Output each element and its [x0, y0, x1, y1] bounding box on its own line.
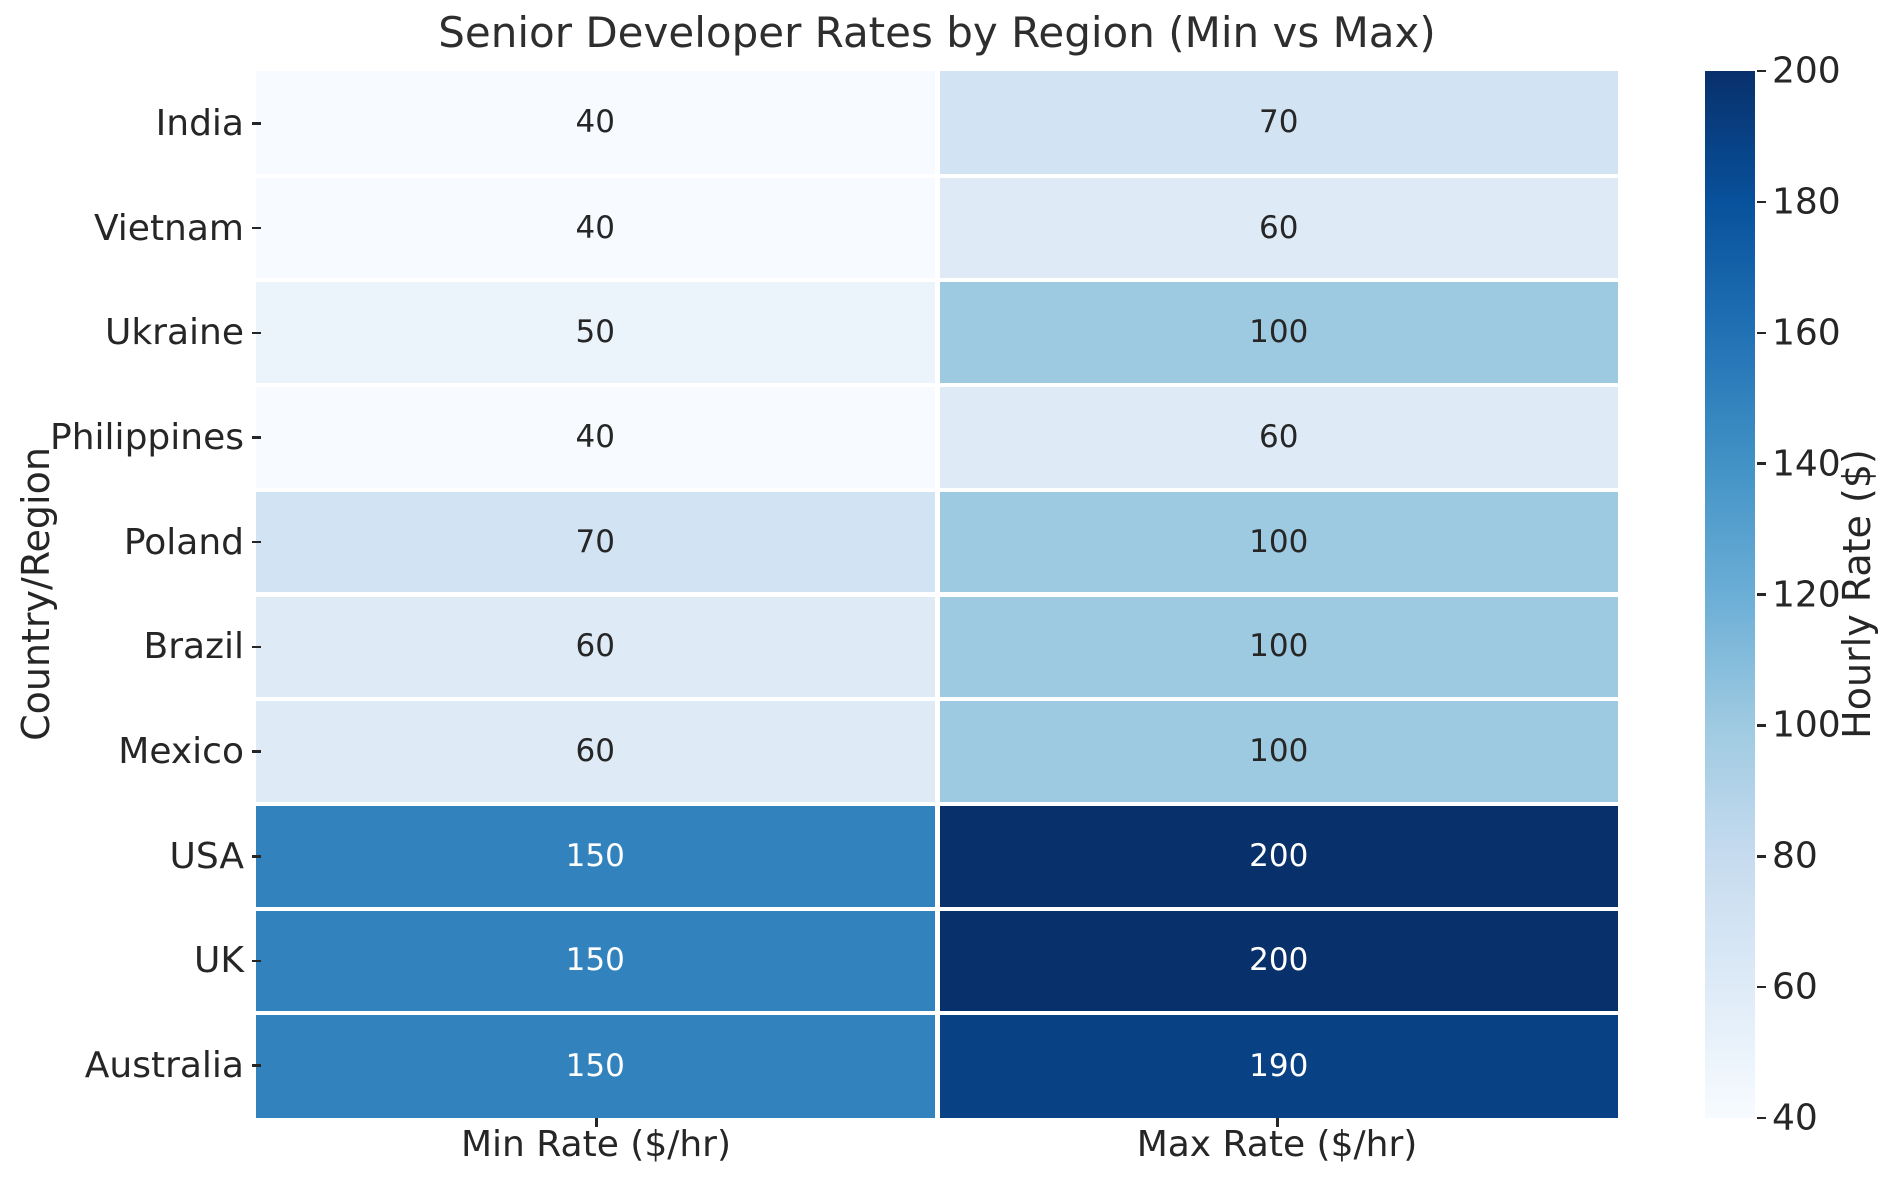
- heatmap-cell: 60: [256, 701, 935, 802]
- colorbar-tick-label: 60: [1772, 966, 1818, 1008]
- y-tick-label: India: [155, 102, 244, 144]
- colorbar-tick-mark: [1757, 855, 1766, 858]
- cell-value: 60: [1259, 418, 1299, 455]
- y-tick-label: Ukraine: [104, 312, 244, 354]
- y-tick-mark: [252, 436, 261, 439]
- cell-value: 150: [565, 837, 625, 874]
- x-tick-mark-max: [1276, 1118, 1279, 1127]
- colorbar-tick-label: 40: [1772, 1097, 1818, 1139]
- heatmap-cell: 60: [939, 387, 1618, 488]
- cell-value: 40: [575, 209, 615, 246]
- colorbar-tick-mark: [1757, 724, 1766, 727]
- x-tick-label-min: Min Rate ($/hr): [460, 1124, 732, 1165]
- colorbar-tick-mark: [1757, 593, 1766, 596]
- y-tick-label: Poland: [123, 521, 244, 563]
- heatmap-cell: 100: [939, 701, 1618, 802]
- heatmap-cell: 100: [939, 491, 1618, 593]
- y-tick-label: UK: [194, 940, 244, 982]
- y-tick-mark: [252, 540, 261, 544]
- cell-value: 50: [575, 314, 615, 351]
- y-tick-label: Philippines: [50, 416, 244, 458]
- colorbar-tick-label: 200: [1772, 50, 1841, 92]
- heatmap-cell: 100: [939, 596, 1618, 698]
- heatmap-cell: 40: [256, 177, 935, 279]
- y-tick-mark: [252, 750, 261, 753]
- colorbar-tick-label: 80: [1772, 835, 1818, 877]
- cell-value: 70: [1259, 103, 1299, 140]
- colorbar-tick-label: 100: [1772, 704, 1841, 746]
- colorbar-tick-label: 180: [1772, 181, 1841, 223]
- y-tick-mark: [252, 1064, 261, 1067]
- colorbar-tick-mark: [1757, 69, 1766, 73]
- cell-value: 70: [575, 523, 615, 560]
- y-tick-mark: [252, 645, 261, 649]
- cell-value: 100: [1249, 733, 1309, 770]
- heatmap-cell: 150: [256, 805, 935, 907]
- cell-value: 190: [1249, 1048, 1309, 1085]
- cell-value: 100: [1249, 314, 1309, 351]
- y-tick-mark: [252, 331, 261, 334]
- heatmap-cell: 150: [256, 910, 935, 1012]
- heatmap-cell: 60: [939, 177, 1618, 279]
- cell-value: 40: [575, 418, 615, 455]
- cell-value: 60: [575, 628, 615, 665]
- colorbar-tick-mark: [1757, 985, 1766, 989]
- y-tick-label: USA: [169, 835, 245, 877]
- colorbar-tick-mark: [1757, 331, 1766, 334]
- cell-value: 150: [565, 1048, 625, 1085]
- y-tick-mark: [252, 855, 261, 858]
- heatmap-cell: 60: [256, 596, 935, 698]
- y-tick-label: Vietnam: [93, 207, 244, 249]
- colorbar-tick-mark: [1757, 1116, 1766, 1120]
- cell-value: 60: [575, 733, 615, 770]
- heatmap-cell: 200: [939, 910, 1618, 1012]
- y-tick-label: Australia: [84, 1045, 244, 1087]
- heatmap-cell: 40: [256, 387, 935, 488]
- heatmap-cell: 70: [939, 71, 1618, 174]
- x-tick-mark-min: [595, 1118, 598, 1127]
- cell-value: 150: [565, 942, 625, 979]
- heatmap-cell: 200: [939, 805, 1618, 907]
- heatmap-cell: 150: [256, 1015, 935, 1118]
- cell-value: 100: [1249, 628, 1309, 665]
- colorbar-tick-mark: [1757, 200, 1766, 204]
- colorbar-tick-mark: [1757, 462, 1766, 465]
- x-tick-label-max: Max Rate ($/hr): [1136, 1124, 1418, 1165]
- colorbar-label: Hourly Rate ($): [1835, 449, 1879, 739]
- y-tick-label: Mexico: [118, 731, 244, 773]
- colorbar-tick-label: 160: [1772, 312, 1841, 354]
- cell-value: 100: [1249, 523, 1309, 560]
- colorbar-gradient: [1705, 71, 1755, 1118]
- y-tick-mark: [252, 122, 261, 125]
- heatmap-cell: 50: [256, 282, 935, 384]
- cell-value: 200: [1249, 942, 1309, 979]
- heatmap-cell: 40: [256, 71, 935, 174]
- y-tick-mark: [252, 226, 261, 230]
- colorbar-tick-label: 120: [1772, 574, 1841, 615]
- y-tick-mark: [252, 959, 261, 963]
- heatmap-cell: 70: [256, 491, 935, 593]
- heatmap-cell: 100: [939, 282, 1618, 384]
- colorbar-tick-label: 140: [1772, 443, 1841, 485]
- heatmap-cell: 190: [939, 1015, 1618, 1118]
- y-tick-label: Brazil: [143, 626, 244, 668]
- cell-value: 40: [575, 103, 615, 140]
- cell-value: 60: [1259, 209, 1299, 246]
- cell-value: 200: [1249, 837, 1309, 874]
- chart-title: Senior Developer Rates by Region (Min vs…: [438, 8, 1436, 57]
